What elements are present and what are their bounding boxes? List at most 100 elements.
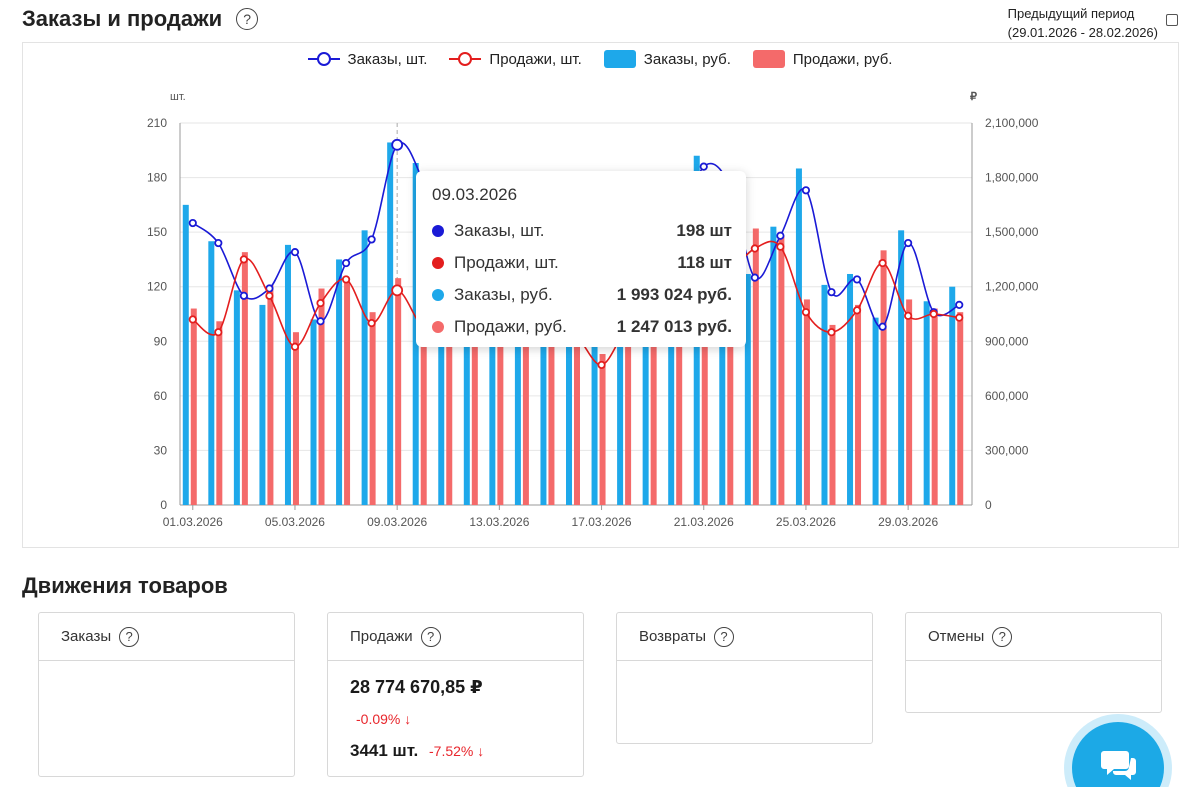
card-title: Отмены	[928, 628, 985, 645]
left-tick-label: 210	[147, 116, 167, 130]
line-point	[929, 309, 938, 319]
bar	[617, 286, 624, 505]
x-tick-label: 01.03.2026	[163, 515, 223, 529]
left-axis-title: шт.	[170, 91, 186, 103]
section-title-movements: Движения товаров	[22, 573, 228, 598]
bar	[957, 312, 964, 505]
line-point	[699, 162, 708, 171]
help-icon[interactable]: ?	[714, 626, 735, 647]
bar	[898, 230, 905, 506]
bar	[931, 308, 938, 505]
x-tick-label: 17.03.2026	[572, 515, 632, 529]
chat-button[interactable]	[1072, 722, 1164, 787]
bar	[778, 235, 785, 505]
card-header: Продажи ?	[328, 613, 583, 661]
legend-item-sales-rub[interactable]: Продажи, руб.	[752, 50, 893, 68]
bar	[642, 268, 649, 505]
bar	[744, 273, 751, 505]
legend-item-orders-qty[interactable]: Заказы, шт.	[307, 50, 427, 68]
card-cancels: Отмены ?	[905, 612, 1162, 713]
left-tick-label: 180	[147, 171, 167, 185]
line-point	[391, 284, 404, 297]
line-point	[214, 238, 223, 248]
legend-label: Продажи, руб.	[792, 50, 893, 68]
tooltip-label: Продажи, шт.	[454, 253, 559, 272]
line-point	[341, 275, 351, 284]
line-point	[776, 231, 785, 240]
bar	[216, 321, 223, 505]
x-tick-label: 05.03.2026	[265, 515, 325, 529]
bar	[361, 230, 368, 506]
prev-period-checkbox[interactable]	[1166, 14, 1178, 26]
bar	[292, 332, 299, 505]
left-tick-label: 0	[160, 498, 167, 512]
bar	[566, 283, 572, 505]
bar	[625, 323, 632, 505]
bar	[795, 168, 802, 505]
tooltip-row: Заказы, руб. 1 993 024 руб.	[432, 279, 732, 311]
x-tick-label: 21.03.2026	[674, 515, 734, 529]
bar	[540, 268, 547, 505]
help-icon[interactable]: ?	[420, 626, 441, 647]
bar	[676, 304, 683, 505]
tooltip-row: Заказы, шт. 198 шт	[432, 215, 732, 247]
bar	[650, 314, 657, 505]
card-header: Заказы ?	[39, 613, 294, 661]
help-icon[interactable]: ?	[236, 8, 259, 30]
card-returns: Возвраты ?	[616, 612, 873, 744]
legend-item-sales-qty[interactable]: Продажи, шт.	[449, 50, 582, 68]
bar	[310, 319, 317, 505]
line-point	[750, 273, 759, 282]
legend-bar-marker	[752, 50, 785, 68]
bar	[241, 252, 248, 505]
line-point	[239, 291, 248, 300]
bar	[369, 312, 376, 505]
tooltip-value: 198 шт	[676, 221, 732, 240]
bar	[497, 319, 504, 505]
line-point	[239, 255, 248, 264]
line-point	[290, 248, 300, 257]
card-header: Отмены ?	[906, 613, 1161, 661]
card-title: Возвраты	[639, 628, 707, 645]
line-point	[955, 313, 964, 322]
bar	[438, 286, 445, 505]
line-point	[801, 308, 811, 317]
prev-period-label: Предыдущий период (29.01.2026 - 28.02.20…	[1008, 4, 1158, 42]
bar	[267, 284, 274, 505]
line-point	[316, 317, 325, 326]
card-sales: Продажи ? 28 774 670,85 ₽ -0.09% ↓ 3441 …	[327, 612, 584, 777]
bar	[514, 272, 521, 505]
tooltip-dot	[432, 225, 444, 237]
line-point	[801, 186, 811, 195]
tooltip-dot	[432, 321, 444, 333]
bar	[336, 259, 343, 505]
right-tick-label: 1,200,000	[985, 280, 1039, 294]
bar	[668, 241, 675, 505]
line-point	[265, 291, 274, 300]
bar	[949, 286, 956, 505]
chat-icon	[1101, 751, 1136, 780]
line-point	[827, 288, 836, 297]
bar	[522, 323, 529, 505]
prev-period-title: Предыдущий период	[1007, 6, 1135, 21]
line-point	[367, 318, 376, 328]
sales-qty: 3441 шт.	[350, 741, 419, 760]
right-tick-label: 1,800,000	[985, 171, 1039, 185]
chart-legend: Заказы, шт. Продажи, шт. Заказы, руб. Пр…	[0, 50, 1200, 68]
bar	[872, 317, 879, 505]
tooltip-date: 09.03.2026	[432, 185, 518, 204]
tooltip-row: Продажи, руб. 1 247 013 руб.	[432, 311, 732, 343]
bar	[574, 330, 580, 505]
legend-item-orders-rub[interactable]: Заказы, руб.	[603, 50, 731, 68]
line-point	[852, 306, 862, 315]
bar	[880, 250, 887, 505]
bar	[821, 284, 828, 505]
help-icon[interactable]: ?	[992, 626, 1013, 647]
help-icon[interactable]: ?	[119, 626, 140, 647]
bar	[727, 268, 734, 505]
left-tick-label: 30	[154, 443, 168, 457]
card-title: Заказы	[61, 628, 112, 645]
x-tick-label: 25.03.2026	[776, 515, 836, 529]
sales-amount-change: -0.09% ↓	[356, 711, 412, 727]
left-tick-label: 90	[154, 334, 168, 348]
